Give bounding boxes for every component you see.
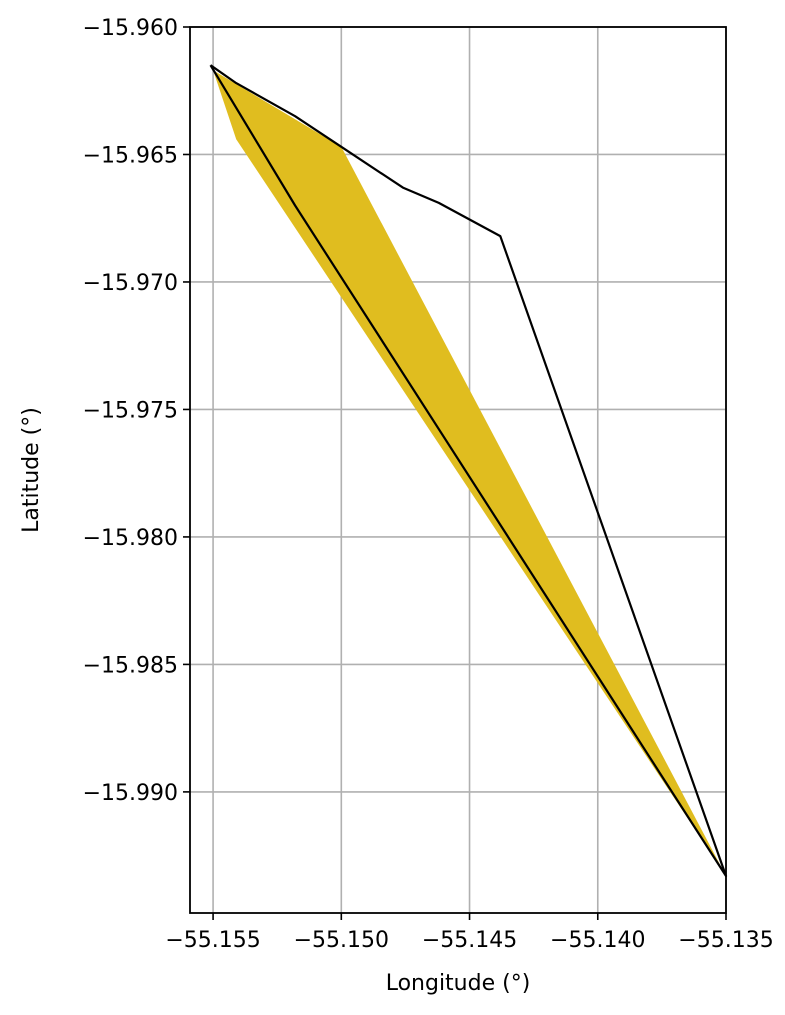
y-tick-label: −15.970: [83, 271, 178, 296]
y-tick-label: −15.965: [83, 143, 178, 168]
y-tick-label: −15.990: [83, 781, 178, 806]
ticks: −55.155 −55.150 −55.145 −55.140 −55.135 −15.9…: [83, 16, 774, 953]
x-tick-label: −55.150: [294, 928, 389, 953]
y-tick-label: −15.985: [83, 653, 178, 678]
y-tick-label: −15.975: [83, 398, 178, 423]
x-tick-label: −55.135: [678, 928, 773, 953]
y-tick-label: −15.960: [83, 16, 178, 41]
outline-polygon: [209, 64, 728, 878]
y-tick-label: −15.980: [83, 526, 178, 551]
x-tick-label: −55.145: [422, 928, 517, 953]
polygons: [209, 64, 728, 878]
plot-frame: [189, 26, 727, 914]
y-axis-label: Latitude (°): [19, 407, 44, 533]
x-tick-label: −55.155: [165, 928, 260, 953]
x-axis-label: Longitude (°): [386, 971, 531, 996]
x-tick-label: −55.140: [550, 928, 645, 953]
